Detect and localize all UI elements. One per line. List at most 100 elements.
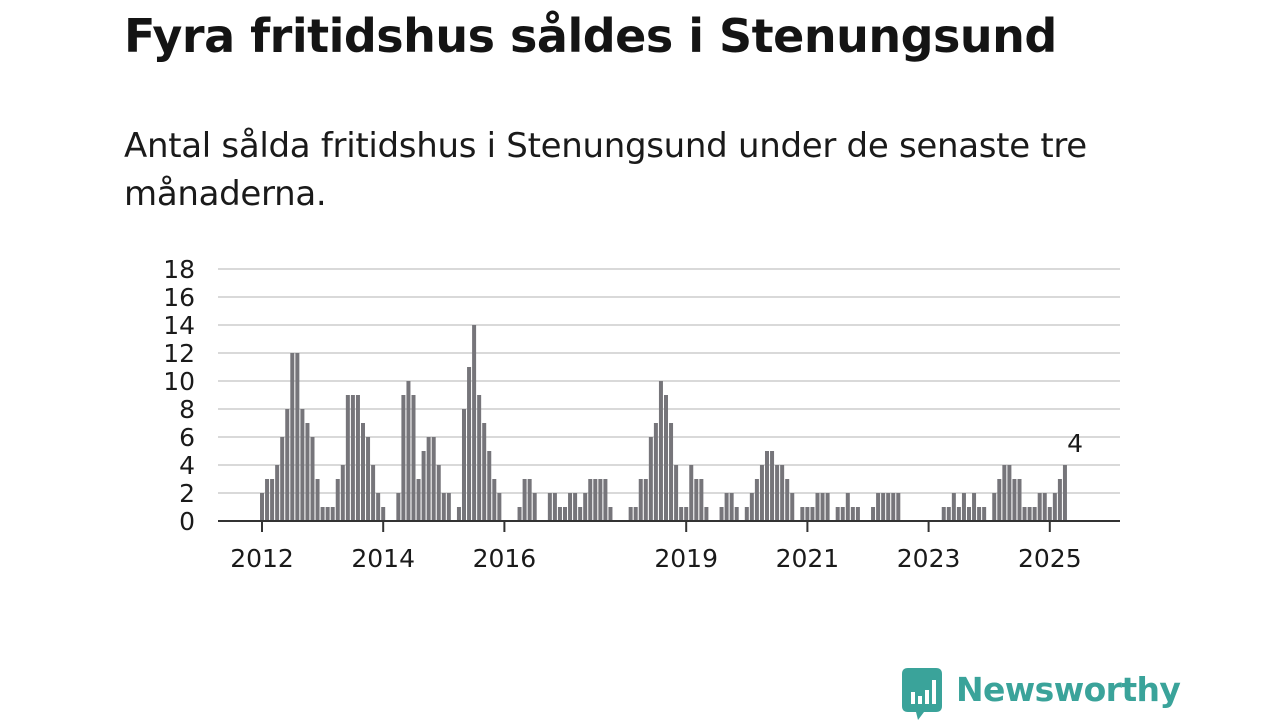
- bar: [891, 493, 896, 521]
- bar: [835, 507, 840, 521]
- x-tick-label: 2021: [776, 544, 840, 573]
- bar: [552, 493, 557, 521]
- bar: [810, 507, 815, 521]
- bar: [704, 507, 709, 521]
- bar: [871, 507, 876, 521]
- bar: [557, 507, 562, 521]
- bar: [335, 479, 340, 521]
- bar: [699, 479, 704, 521]
- bar: [270, 479, 275, 521]
- bar: [431, 437, 436, 521]
- bar: [355, 395, 360, 521]
- bar: [850, 507, 855, 521]
- bar: [441, 493, 446, 521]
- bar: [653, 423, 658, 521]
- bar: [825, 493, 830, 521]
- bar: [340, 465, 345, 521]
- bar: [780, 465, 785, 521]
- bar: [345, 395, 350, 521]
- y-tick-label: 4: [179, 451, 195, 480]
- bar: [436, 465, 441, 521]
- bar: [608, 507, 613, 521]
- bar: [1062, 465, 1067, 521]
- bar: [416, 479, 421, 521]
- bar: [724, 493, 729, 521]
- y-tick-label: 10: [163, 367, 195, 396]
- bar: [972, 493, 977, 521]
- bar: [517, 507, 522, 521]
- bar: [527, 479, 532, 521]
- bar: [805, 507, 810, 521]
- bar: [588, 479, 593, 521]
- bar: [406, 381, 411, 521]
- bar: [729, 493, 734, 521]
- highlight-value-label: 4: [1067, 429, 1083, 458]
- bar: [583, 493, 588, 521]
- y-tick-label: 2: [179, 479, 195, 508]
- bar: [1052, 493, 1057, 521]
- bar: [876, 493, 881, 521]
- bar: [992, 493, 997, 521]
- bar: [946, 507, 951, 521]
- bar: [820, 493, 825, 521]
- bar: [977, 507, 982, 521]
- bar: [674, 465, 679, 521]
- x-tick-label: 2016: [473, 544, 537, 573]
- bar: [1037, 493, 1042, 521]
- bar: [426, 437, 431, 521]
- bar: [477, 395, 482, 521]
- y-tick-label: 12: [163, 339, 195, 368]
- y-tick-label: 16: [163, 283, 195, 312]
- bar: [462, 409, 466, 521]
- bar: [350, 395, 355, 521]
- newsworthy-logo-text: Newsworthy: [956, 670, 1181, 709]
- bar: [401, 395, 406, 521]
- bar: [290, 353, 295, 521]
- bar: [1002, 465, 1007, 521]
- bar: [411, 395, 416, 521]
- bar: [487, 451, 492, 521]
- bar: [961, 493, 966, 521]
- x-tick-label: 2025: [1018, 544, 1082, 573]
- bar: [648, 437, 653, 521]
- bar: [754, 479, 759, 521]
- bar: [260, 493, 264, 521]
- bar: [1012, 479, 1017, 521]
- bar: [456, 507, 461, 521]
- bar: [664, 395, 668, 521]
- bar: [881, 493, 886, 521]
- bar: [951, 493, 956, 521]
- bar: [815, 493, 820, 521]
- bar: [578, 507, 583, 521]
- bar: [689, 465, 694, 521]
- x-tick-label: 2023: [897, 544, 961, 573]
- bar: [941, 507, 946, 521]
- bar: [775, 465, 780, 521]
- bar: [997, 479, 1002, 521]
- chart-title: Fyra fritidshus såldes i Stenungsund: [124, 9, 1057, 63]
- bar: [492, 479, 497, 521]
- bar: [1047, 507, 1052, 521]
- bar: [547, 493, 552, 521]
- bar: [669, 423, 674, 521]
- newsworthy-logo: Newsworthy: [902, 668, 1181, 720]
- bar: [1027, 507, 1032, 521]
- bar: [310, 437, 315, 521]
- bar: [522, 479, 527, 521]
- x-tick-label: 2012: [230, 544, 294, 573]
- bar: [744, 507, 749, 521]
- bar: [376, 493, 381, 521]
- bar: [845, 493, 850, 521]
- bar: [361, 423, 365, 521]
- bar: [658, 381, 663, 521]
- bar: [300, 409, 305, 521]
- bar: [765, 451, 769, 521]
- bar: [628, 507, 633, 521]
- bar: [886, 493, 891, 521]
- bar: [694, 479, 699, 521]
- bar: [896, 493, 901, 521]
- bar: [446, 493, 451, 521]
- bar: [532, 493, 537, 521]
